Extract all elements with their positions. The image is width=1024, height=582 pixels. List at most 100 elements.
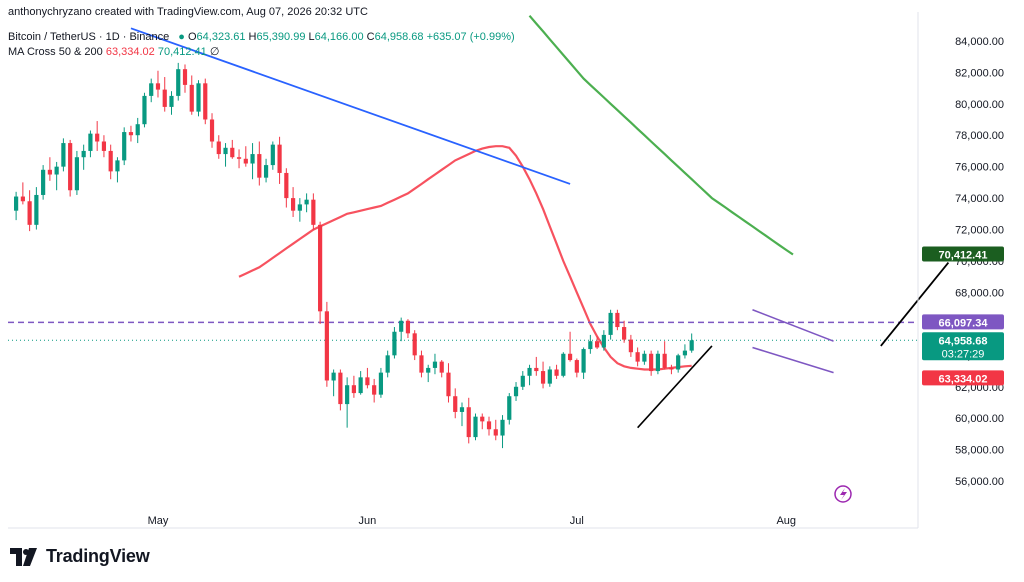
candle-body xyxy=(682,350,688,356)
last-price-tag-bg xyxy=(922,332,1004,361)
candle xyxy=(493,419,498,441)
y-tick-label: 74,000.00 xyxy=(955,193,1004,205)
candle-body xyxy=(169,95,174,107)
candle xyxy=(351,375,356,398)
candle xyxy=(412,330,417,361)
candle-body xyxy=(426,367,431,373)
ma50-price-tag-bg xyxy=(922,370,1004,386)
close-value: 64,958.68 xyxy=(374,31,424,43)
candle xyxy=(628,334,633,357)
candle xyxy=(284,168,289,208)
candle xyxy=(662,341,667,370)
candle-body xyxy=(182,69,188,85)
candle-body xyxy=(500,419,505,436)
symbol-label[interactable]: Bitcoin / TetherUS · 1D · Binance xyxy=(8,31,170,43)
ma50-price-tag: 63,334.02 xyxy=(939,373,988,385)
candle-body xyxy=(486,421,492,430)
candle-body xyxy=(507,396,512,420)
brand[interactable]: TradingView xyxy=(10,546,150,567)
candle-body xyxy=(284,172,289,199)
candle-body xyxy=(574,360,579,373)
level-price-tag: 66,097.34 xyxy=(939,317,989,329)
x-tick-label: May xyxy=(148,515,169,527)
candle-body xyxy=(311,199,316,225)
candle-body xyxy=(331,372,336,381)
candle-body xyxy=(669,367,674,370)
brand-name: TradingView xyxy=(46,546,150,566)
high-value: 65,390.99 xyxy=(256,31,306,43)
candle-body xyxy=(378,372,384,395)
y-tick-label: 56,000.00 xyxy=(955,476,1004,488)
channel-upper-line xyxy=(752,308,834,342)
candle-body xyxy=(595,341,600,348)
ma200-value: 70,412.41 xyxy=(157,46,207,58)
candle xyxy=(547,366,552,387)
candle xyxy=(162,77,167,112)
candle xyxy=(567,331,573,362)
candle-body xyxy=(95,133,100,142)
candle xyxy=(588,334,593,354)
candle xyxy=(338,369,343,411)
candle-body xyxy=(324,311,329,381)
candle xyxy=(480,413,485,430)
alert-icon[interactable] xyxy=(834,485,852,503)
ma-label[interactable]: MA Cross 50 & 200 xyxy=(8,46,103,58)
candle xyxy=(534,356,539,376)
candle xyxy=(257,141,262,186)
ma-suffix: ∅ xyxy=(209,46,220,58)
ma200-line xyxy=(528,14,794,256)
candle xyxy=(142,92,147,128)
candle-body xyxy=(493,429,498,436)
candle-body xyxy=(615,312,620,328)
candle xyxy=(527,364,532,386)
candle-body xyxy=(304,199,309,205)
x-tick-label: Jul xyxy=(570,515,584,527)
candle-body xyxy=(47,169,52,175)
candle-body xyxy=(209,119,215,142)
candle-body xyxy=(68,143,73,191)
candle xyxy=(486,416,492,436)
candle xyxy=(54,161,59,191)
candle-body xyxy=(135,124,140,136)
candle-body xyxy=(27,201,32,225)
candle-body xyxy=(554,369,559,376)
candle xyxy=(81,144,86,170)
candle xyxy=(277,136,282,184)
candle-body xyxy=(345,385,350,405)
candle xyxy=(622,320,627,343)
candle-body xyxy=(540,371,546,384)
candle-body xyxy=(676,355,681,370)
candle xyxy=(250,143,255,180)
candle-body xyxy=(561,353,566,376)
candle xyxy=(88,130,93,158)
candle-body xyxy=(351,385,356,394)
candle xyxy=(345,377,350,428)
candle-body xyxy=(216,141,221,155)
candle-body xyxy=(196,83,201,112)
candle-body xyxy=(513,386,519,397)
candle-body xyxy=(297,204,302,211)
candle xyxy=(182,64,188,93)
candle xyxy=(466,397,471,444)
candle xyxy=(203,78,208,125)
candle-body xyxy=(635,352,640,362)
candle-body xyxy=(277,144,282,173)
candle xyxy=(446,363,451,403)
candle xyxy=(676,353,681,373)
candle-body xyxy=(290,198,296,211)
candle-body xyxy=(236,157,242,159)
candle-body xyxy=(122,132,127,161)
y-tick-label: 76,000.00 xyxy=(955,162,1004,174)
candle-body xyxy=(128,132,134,136)
candle xyxy=(635,347,640,367)
y-tick-label: 58,000.00 xyxy=(955,445,1004,457)
candle xyxy=(108,144,113,180)
candle xyxy=(95,121,100,151)
candle-body xyxy=(662,353,667,368)
candle xyxy=(115,157,120,183)
candle-body xyxy=(527,367,532,376)
candle-body xyxy=(203,83,208,120)
candle-body xyxy=(480,416,485,422)
candle xyxy=(453,388,458,419)
